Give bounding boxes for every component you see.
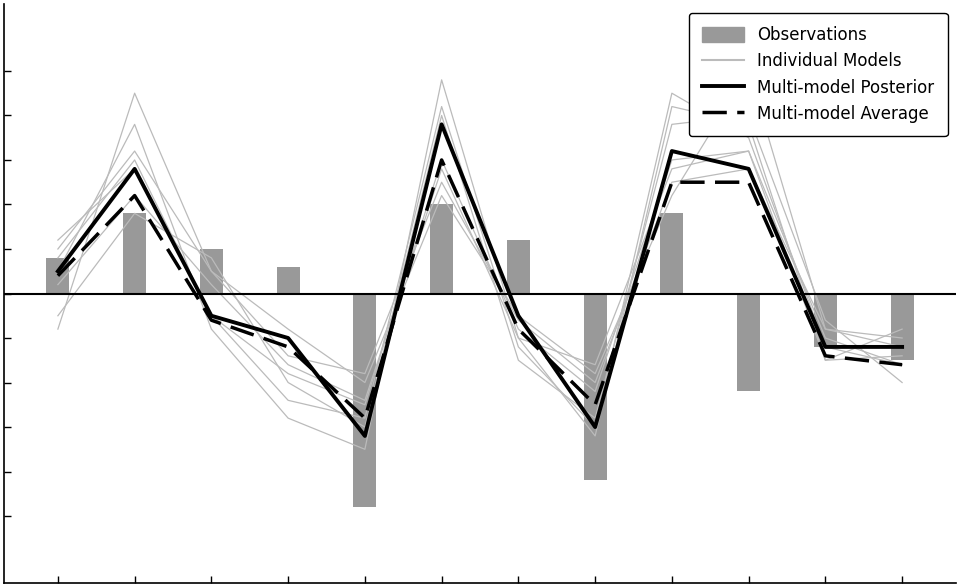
Bar (891, 294, 914, 360)
Bar (737, 294, 760, 392)
Bar (430, 204, 453, 294)
Bar (814, 294, 837, 347)
Bar (123, 214, 146, 294)
Bar (276, 267, 300, 294)
Bar (353, 294, 376, 507)
Bar (507, 240, 530, 294)
Bar (46, 258, 69, 294)
Legend: Observations, Individual Models, Multi-model Posterior, Multi-model Average: Observations, Individual Models, Multi-m… (688, 12, 948, 136)
Bar (660, 214, 684, 294)
Bar (584, 294, 607, 480)
Bar (200, 249, 223, 294)
